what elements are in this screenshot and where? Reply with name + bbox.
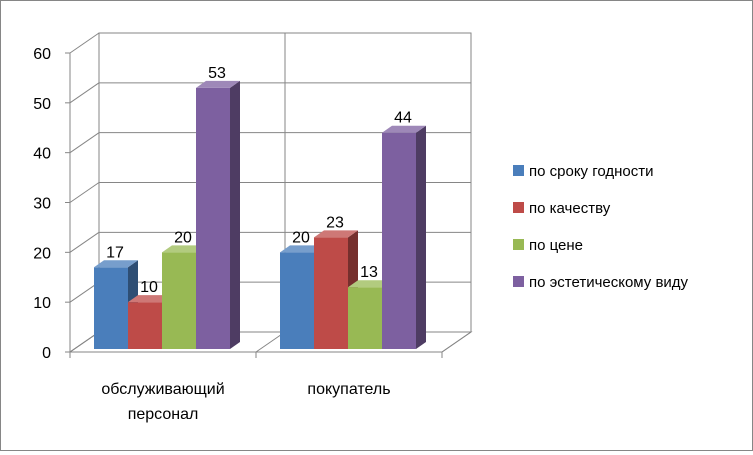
gridline-side bbox=[69, 182, 100, 203]
y-tick-label: 10 bbox=[33, 295, 51, 312]
bar bbox=[196, 80, 240, 349]
bars bbox=[94, 80, 426, 349]
bar-front bbox=[128, 302, 162, 349]
bar-front bbox=[382, 132, 416, 349]
bar-top bbox=[128, 295, 172, 303]
y-tick-label: 40 bbox=[33, 146, 51, 163]
legend: по сроку годности по качеству по цене по эс… bbox=[513, 163, 689, 291]
floor-divider bbox=[441, 331, 472, 353]
bar-top bbox=[162, 245, 206, 253]
y-tick-label: 50 bbox=[33, 96, 51, 113]
x-category-line: покупатель bbox=[307, 381, 390, 398]
bar-front bbox=[162, 252, 196, 349]
bar-front bbox=[196, 87, 230, 349]
y-tick-label: 30 bbox=[33, 196, 51, 213]
bar-front bbox=[348, 287, 382, 349]
y-tick-label: 0 bbox=[42, 345, 51, 362]
legend-label: по сроку годности bbox=[529, 163, 654, 180]
data-label: 20 bbox=[292, 229, 310, 246]
data-label: 13 bbox=[360, 264, 378, 281]
gridline-side bbox=[69, 32, 100, 54]
data-label: 10 bbox=[140, 279, 158, 296]
bar-front bbox=[94, 267, 128, 349]
x-axis-categories: обслуживающий персонал покупатель bbox=[101, 381, 390, 423]
bar bbox=[382, 125, 426, 349]
bar-top bbox=[196, 80, 240, 88]
legend-swatch bbox=[513, 239, 524, 250]
data-label: 53 bbox=[208, 65, 226, 82]
data-label: 20 bbox=[174, 229, 192, 246]
gridline-side bbox=[69, 231, 100, 253]
legend-swatch bbox=[513, 165, 524, 176]
data-labels: 17 10 20 53 20 23 13 44 bbox=[106, 65, 412, 296]
bar-top bbox=[94, 260, 138, 268]
legend-swatch bbox=[513, 202, 524, 213]
bar-side bbox=[230, 80, 240, 349]
data-label: 17 bbox=[106, 244, 124, 261]
gridline-side bbox=[69, 132, 100, 154]
gridline-side bbox=[69, 82, 100, 104]
bar-front bbox=[314, 237, 348, 349]
y-axis-ticks: 0 10 20 30 40 50 60 bbox=[33, 46, 51, 362]
legend-label: по цене bbox=[529, 237, 583, 254]
legend-label: по эстетическому виду bbox=[529, 274, 689, 291]
bar-top bbox=[314, 230, 358, 238]
x-category-line: обслуживающий bbox=[101, 381, 224, 398]
y-tick-label: 20 bbox=[33, 245, 51, 262]
bar-side bbox=[416, 125, 426, 349]
bar-top bbox=[348, 280, 392, 288]
bar-front bbox=[280, 252, 314, 349]
x-category-label: покупатель bbox=[307, 381, 390, 398]
x-category-line: персонал bbox=[128, 406, 199, 423]
data-label: 44 bbox=[394, 110, 412, 127]
legend-swatch bbox=[513, 276, 524, 287]
bar-top bbox=[382, 125, 426, 133]
data-label: 23 bbox=[326, 214, 344, 231]
bar-top bbox=[280, 245, 324, 253]
legend-label: по качеству bbox=[529, 200, 611, 217]
y-tick-label: 60 bbox=[33, 46, 51, 63]
x-category-label: обслуживающий персонал bbox=[101, 381, 224, 423]
